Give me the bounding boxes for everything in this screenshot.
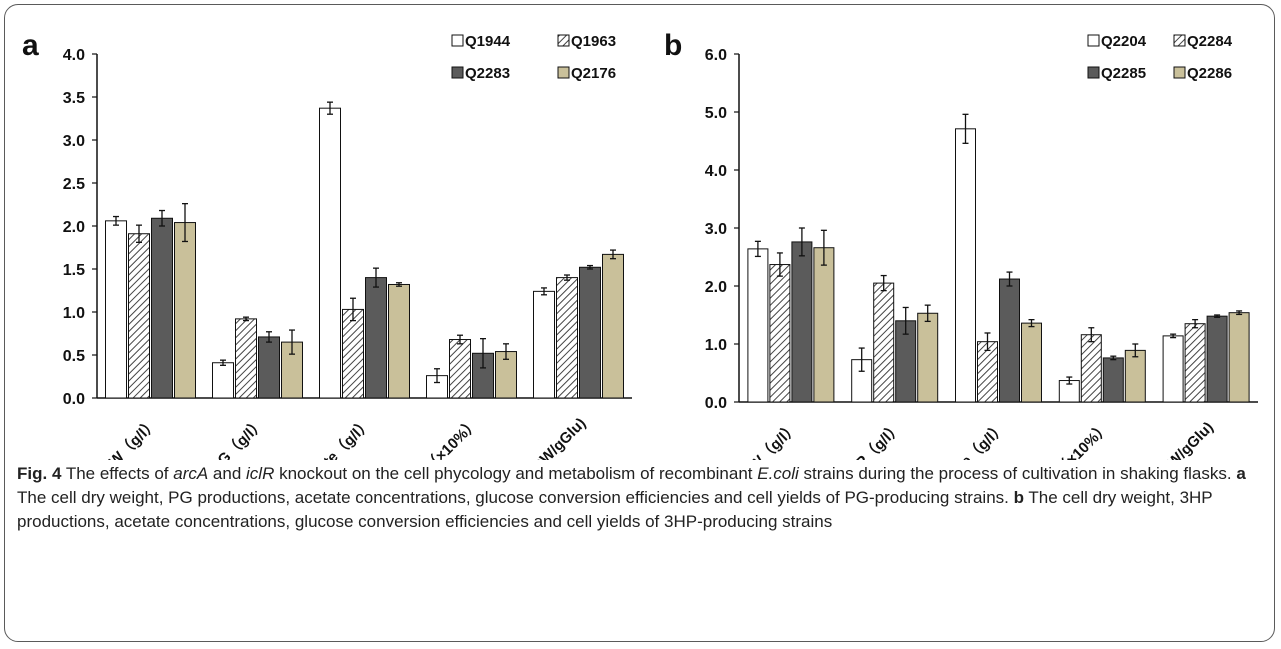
legend-swatch-q1944 [451,34,464,47]
legend-label-q2176: Q2176 [571,65,616,82]
bar-q1944 [319,107,341,399]
legend-label-q2204: Q2204 [1101,33,1147,50]
bar-q1963 [449,339,471,399]
legend-label-q2286: Q2286 [1187,65,1232,82]
caption-text-1: The effects of [61,464,174,483]
caption-panel-b-label: b [1013,488,1024,507]
y-tick-label: 3.5 [63,90,85,107]
legend-label-q1944: Q1944 [465,33,511,50]
x-category-label: Conversion（×10%） [993,418,1113,460]
legend-swatch-q2284 [1173,34,1186,47]
caption-gene-iclr: iclR [246,464,275,483]
legend-label-q1963: Q1963 [571,33,616,50]
bar-q2286 [1228,312,1250,403]
bar-q2176 [388,283,410,399]
y-tick-label: 2.0 [63,219,85,236]
x-category-label: Acetate（g/l） [291,414,376,460]
bar-q2284 [769,264,791,403]
figure-frame [4,4,1275,642]
caption-fig-label: Fig. 4 [17,464,62,483]
legend-label-q2285: Q2285 [1101,65,1146,82]
bar-q2176 [602,253,624,399]
bar-q1963 [128,233,150,399]
bar-q1944 [212,362,234,399]
y-tick-label: 2.0 [705,279,727,296]
bar-q2176 [174,222,196,399]
bar-q2204 [955,128,976,403]
y-tick-label: 1.5 [63,262,85,279]
bar-q2284 [1080,334,1102,403]
bar-q2204 [747,248,769,403]
caption-panel-b-text: The cell dry weight, 3HP productions, ac… [17,488,1213,531]
x-category-label: CDW（g/l） [730,418,802,460]
caption-text-5: knockout on the cell phycology and metab… [274,464,758,483]
bar-q2283 [151,217,173,399]
bar-q2286 [1124,349,1146,403]
caption-text-7: strains during the process of cultivatio… [798,464,1237,483]
bar-q2284 [873,282,895,403]
bar-q2283 [258,336,280,399]
bar-q2286 [917,312,939,403]
legend-swatch-q2204 [1087,34,1100,47]
x-category-label: Conversion（×10%） [363,414,483,460]
bar-q2283 [579,266,601,399]
caption-text-3: and [208,464,247,483]
bar-q2285 [1206,315,1228,403]
caption-ecoli: E.coli [757,464,799,483]
bar-q1963 [342,308,364,399]
y-tick-label: 0.0 [705,395,727,412]
y-tick-label: 3.0 [705,221,727,238]
bar-q1963 [556,277,578,399]
legend-swatch-q2285 [1087,66,1100,79]
legend-swatch-q2286 [1173,66,1186,79]
x-category-label: CDW（g/l） [90,414,162,460]
legend-label-q2284: Q2284 [1187,33,1233,50]
legend-swatch-q1963 [557,34,570,47]
y-tick-label: 1.0 [705,337,727,354]
bar-q2285 [999,278,1020,403]
y-tick-label: 0.5 [63,348,85,365]
bar-q2286 [813,247,835,403]
bar-q2204 [1162,335,1184,403]
legend-swatch-q2283 [451,66,464,79]
bar-q2283 [365,277,387,399]
x-category-label: PG（g/l） [207,414,269,460]
legend-label-q2283: Q2283 [465,65,510,82]
y-tick-label: 4.0 [63,47,85,64]
bar-q1944 [533,290,555,399]
y-tick-label: 5.0 [705,105,727,122]
y-tick-label: 4.0 [705,163,727,180]
y-tick-label: 2.5 [63,176,85,193]
bar-q2285 [1102,357,1124,403]
chart-panel-b: b 0.0 1.0 2.0 3.0 4.0 5.0 6.0 CDW（g/l） 3HP（g/l） Ac… [664,29,1258,460]
caption-gene-arca: arcA [173,464,209,483]
y-tick-label: 1.0 [63,305,85,322]
x-category-label: 3HP（g/l） [839,418,906,460]
bar-q2286 [1021,322,1042,403]
y-tick-label: 0.0 [63,391,85,408]
bar-q1944 [105,220,127,399]
chart-panel-a: a 0.0 0.5 1.0 1.5 2.0 2.5 3.0 3.5 4.0 CDW（g/l） PG（g… [22,29,632,460]
caption-panel-a-label: a [1236,464,1246,483]
figure-caption: Fig. 4 The effects of arcA and iclR knoc… [17,462,1267,534]
figure-canvas: a 0.0 0.5 1.0 1.5 2.0 2.5 3.0 3.5 4.0 CDW（g/l） PG（g… [22,29,1258,460]
bar-q2285 [791,241,813,403]
panel-label: b [664,29,682,62]
y-tick-label: 3.0 [63,133,85,150]
y-tick-label: 6.0 [705,47,727,64]
bar-q1963 [235,318,257,399]
x-category-label: Acetate（g/l） [925,418,1010,460]
panel-label: a [22,29,39,62]
bar-q2284 [1184,323,1206,403]
caption-panel-a-text: The cell dry weight, PG productions, ace… [17,488,1014,507]
legend-swatch-q2176 [557,66,570,79]
